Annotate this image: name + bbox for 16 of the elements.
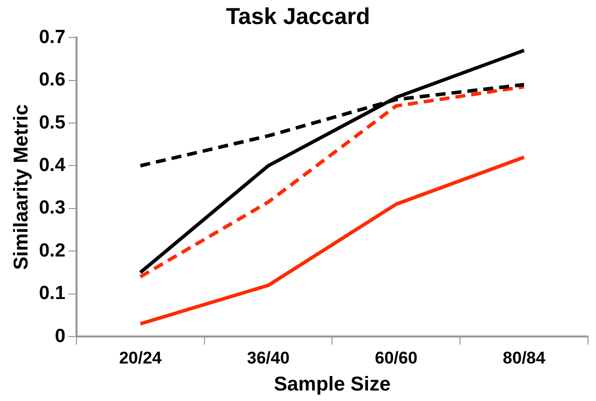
x-axis-title: Sample Size xyxy=(274,374,391,396)
x-tick-label: 80/84 xyxy=(502,348,546,368)
x-tick-label: 60/60 xyxy=(374,348,418,368)
y-tick-label: 0.2 xyxy=(38,240,66,262)
y-tick-label: 0.1 xyxy=(38,283,66,304)
y-tick-label: 0.7 xyxy=(38,26,66,48)
chart-title: Task Jaccard xyxy=(226,3,370,30)
y-tick-label: 0 xyxy=(54,326,66,347)
x-tick-label: 20/24 xyxy=(119,348,162,368)
line-series xyxy=(138,84,526,279)
y-tick-label: 0.6 xyxy=(38,70,66,91)
y-tick-label: 0.4 xyxy=(38,154,66,176)
y-tick-label: 0.5 xyxy=(38,112,66,134)
x-tick-label: 36/40 xyxy=(246,348,290,368)
y-axis-title: Similaarity Metric xyxy=(10,104,33,270)
y-tick-label: 0.3 xyxy=(38,198,66,219)
